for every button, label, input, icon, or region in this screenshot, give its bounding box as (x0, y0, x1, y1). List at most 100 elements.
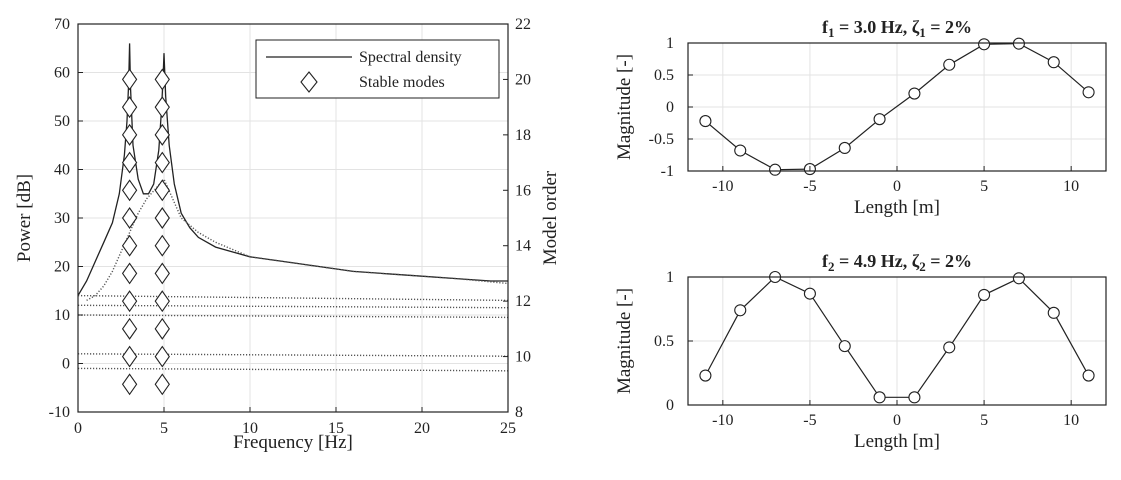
mode-title: f1 = 3.0 Hz, ζ1 = 2% (822, 17, 972, 40)
mode-shape-chart-1: -10 -5 0 5 10 -1 -0.5 0 0.5 1 Length [m] Magnitude … (614, 17, 1107, 218)
mode-shape-point (908, 87, 921, 100)
stable-mode-marker (121, 123, 138, 146)
legend-label-spectral: Spectral density (359, 49, 462, 66)
x-tick-label: 10 (242, 420, 258, 437)
stable-mode-marker (154, 262, 170, 285)
y-tick-label: 0 (62, 356, 70, 373)
legend-diamond-swatch (300, 71, 318, 93)
y-tick-label: 0 (666, 99, 674, 116)
y-tick-label: 40 (54, 162, 70, 179)
title-part: f (822, 17, 829, 37)
y-tick-label: 20 (54, 259, 70, 276)
title-subscript: 2 (828, 259, 835, 274)
dotted-spectrum-line (77, 367, 509, 372)
dotted-spectrum-line (77, 294, 509, 302)
x-tick-label: -10 (712, 412, 733, 429)
mode-shape-point (978, 38, 991, 51)
mode-shape-point (803, 287, 816, 300)
stable-mode-marker (121, 262, 138, 285)
mode-shape-chart-2: -10 -5 0 5 10 0 0.5 1 Length [m] Magnitude [-] f2 … (614, 251, 1107, 452)
x-axis-label: Length [m] (854, 431, 940, 452)
y-tick-label: 1 (666, 35, 674, 52)
title-subscript: 1 (828, 25, 835, 40)
title-part: = 2% (926, 17, 972, 37)
y-tick-label: -1 (661, 163, 674, 180)
y-axis-label: Power [dB] (14, 174, 35, 262)
stable-mode-marker (121, 151, 138, 174)
x-tick-label: -5 (803, 178, 816, 195)
y-right-axis-label: Model order (540, 170, 561, 265)
y-tick-label: 0.5 (654, 67, 674, 84)
mode-shape-point (1082, 86, 1095, 99)
stable-mode-marker (154, 373, 170, 396)
x-tick-label: 0 (893, 178, 901, 195)
x-tick-label: 5 (980, 178, 988, 195)
y-right-tick-label: 20 (515, 71, 531, 88)
mode-shape-point (1047, 56, 1060, 69)
y-right-tick-label: 10 (515, 349, 531, 366)
x-tick-label: 0 (74, 420, 82, 437)
mode-shape-point (734, 304, 747, 317)
title-part: f (822, 251, 829, 271)
title-part: ζ (912, 251, 920, 271)
y-axis-label: Magnitude [-] (614, 54, 635, 160)
stable-mode-marker (154, 207, 170, 229)
mode-shape-point (873, 113, 886, 126)
mode-shape-point (943, 58, 956, 71)
mode-shape-point (1012, 37, 1025, 50)
x-tick-label: 5 (160, 420, 168, 437)
mode-title: f2 = 4.9 Hz, ζ2 = 2% (822, 251, 972, 274)
x-tick-label: 10 (1063, 178, 1079, 195)
y-right-tick-label: 8 (515, 404, 523, 421)
stable-mode-marker (154, 179, 170, 202)
stable-mode-marker (154, 345, 170, 368)
mode-shape-point (769, 163, 782, 176)
mode-shape-point (943, 341, 956, 354)
y-tick-label: 60 (54, 65, 70, 82)
legend-label-stable: Stable modes (359, 74, 445, 91)
x-tick-label: 25 (500, 420, 516, 437)
stable-mode-marker (121, 317, 138, 340)
title-part: = 2% (926, 251, 972, 271)
stable-mode-marker (154, 317, 170, 340)
y-right-tick-label: 18 (515, 127, 531, 144)
y-tick-label: 0.5 (654, 333, 674, 350)
mode-shape-point (838, 141, 851, 155)
stable-mode-marker (121, 234, 138, 257)
stable-mode-marker (121, 290, 138, 313)
mode-shape-point (1047, 306, 1060, 319)
mode-shape-point (873, 391, 886, 404)
y-tick-label: -0.5 (649, 131, 674, 148)
y-right-tick-label: 12 (515, 293, 531, 310)
title-part: = 3.0 Hz, (835, 17, 912, 37)
y-axis-label: Magnitude [-] (614, 288, 635, 394)
stable-mode-marker (121, 345, 138, 368)
stable-mode-marker (121, 96, 138, 119)
x-axis-label: Length [m] (854, 197, 940, 218)
mode-shape-line (704, 276, 1090, 398)
title-subscript: 1 (919, 25, 926, 40)
legend-box (255, 39, 500, 99)
y-tick-label: 10 (54, 307, 70, 324)
legend: Spectral density Stable modes (255, 39, 500, 99)
x-tick-label: -10 (712, 178, 733, 195)
mode-shape-point (978, 288, 991, 301)
x-tick-label: 0 (893, 412, 901, 429)
y-tick-label: -10 (49, 404, 70, 421)
y-right-tick-label: 22 (515, 16, 531, 33)
y-tick-label: 0 (666, 397, 674, 414)
x-tick-label: 5 (980, 412, 988, 429)
y-tick-label: 70 (54, 16, 70, 33)
stable-mode-marker (121, 68, 138, 91)
mode-shape-point (699, 369, 712, 382)
stable-mode-marker (154, 234, 170, 257)
dotted-spectrum-line (77, 353, 509, 357)
y-right-tick-label: 14 (515, 238, 531, 255)
title-part: = 4.9 Hz, (835, 251, 912, 271)
y-tick-label: 30 (54, 210, 70, 227)
mode-shape-point (908, 391, 921, 404)
x-tick-label: 10 (1063, 412, 1079, 429)
stable-mode-marker (154, 68, 170, 91)
mode-shape-point (734, 144, 747, 157)
